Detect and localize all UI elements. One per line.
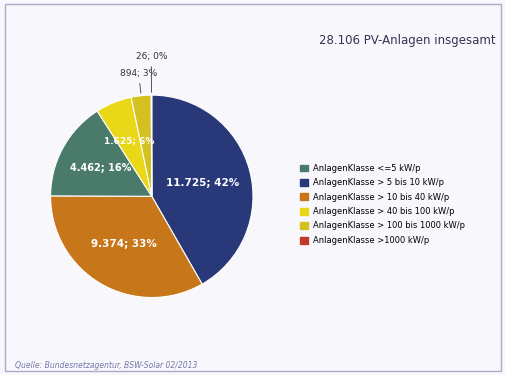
Wedge shape: [152, 95, 252, 284]
Text: 28.106 PV-Anlagen insgesamt: 28.106 PV-Anlagen insgesamt: [318, 34, 494, 47]
Legend: AnlagenKlasse <=5 kW/p, AnlagenKlasse > 5 bis 10 kW/p, AnlagenKlasse > 10 bis 40: AnlagenKlasse <=5 kW/p, AnlagenKlasse > …: [297, 161, 466, 248]
Wedge shape: [50, 111, 152, 196]
Text: 1.625; 6%: 1.625; 6%: [104, 136, 154, 145]
Wedge shape: [151, 95, 152, 196]
Text: 11.725; 42%: 11.725; 42%: [166, 178, 239, 188]
Wedge shape: [97, 97, 152, 196]
Text: 4.462; 16%: 4.462; 16%: [70, 163, 131, 173]
Wedge shape: [50, 196, 201, 297]
Text: 894; 3%: 894; 3%: [120, 69, 157, 93]
Wedge shape: [131, 95, 152, 196]
Text: 9.374; 33%: 9.374; 33%: [91, 239, 157, 249]
Text: Quelle: Bundesnetzagentur, BSW-Solar 02/2013: Quelle: Bundesnetzagentur, BSW-Solar 02/…: [15, 360, 197, 369]
Text: 26; 0%: 26; 0%: [135, 52, 167, 92]
